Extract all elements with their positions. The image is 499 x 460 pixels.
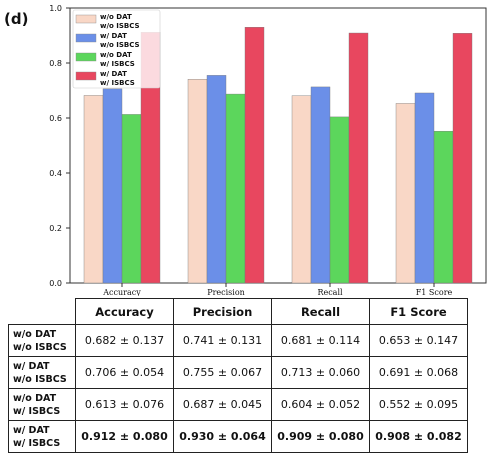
row-label-line: w/o ISBCS bbox=[13, 373, 67, 385]
x-tick-label: Accuracy bbox=[102, 288, 141, 296]
table-cell: 0.604 ± 0.052 bbox=[271, 388, 370, 421]
bar bbox=[244, 27, 265, 284]
y-tick-label: 1.0 bbox=[49, 4, 62, 13]
legend-swatch bbox=[75, 71, 97, 81]
table-cell: 0.552 ± 0.095 bbox=[369, 388, 468, 421]
legend-label: w/ ISBCS bbox=[100, 60, 135, 68]
table-cell: 0.691 ± 0.068 bbox=[369, 356, 468, 389]
table-cell: 0.908 ± 0.082 bbox=[369, 420, 468, 453]
table-header-precision: Precision bbox=[173, 298, 272, 325]
row-label-line: w/o DAT bbox=[13, 328, 57, 340]
table-row: w/o DAT w/ ISBCS 0.613 ± 0.076 0.687 ± 0.… bbox=[8, 388, 468, 421]
row-label: w/ DAT w/o ISBCS bbox=[8, 356, 76, 389]
row-label-line: w/o DAT bbox=[13, 392, 57, 404]
legend-label: w/ ISBCS bbox=[100, 79, 135, 87]
bar bbox=[187, 79, 208, 284]
panel-label: (d) bbox=[4, 10, 29, 28]
bar bbox=[329, 116, 350, 284]
legend-label: w/ DAT bbox=[100, 32, 127, 40]
y-tick-label: 0.2 bbox=[49, 224, 62, 233]
bar-chart: 0.0 0.2 0.4 0.6 0.8 1.0 Accuracy Precision Recal… bbox=[49, 4, 487, 296]
row-label-line: w/ ISBCS bbox=[13, 405, 61, 417]
table-row: w/ DAT w/o ISBCS 0.706 ± 0.054 0.755 ± 0.… bbox=[8, 356, 468, 389]
legend-label: w/o ISBCS bbox=[100, 41, 140, 49]
bar bbox=[206, 75, 227, 284]
table-cell: 0.613 ± 0.076 bbox=[75, 388, 174, 421]
row-label-line: w/ ISBCS bbox=[13, 437, 61, 449]
legend-swatch bbox=[75, 14, 97, 24]
table-header-row: Accuracy Precision Recall F1 Score bbox=[8, 298, 468, 325]
bar bbox=[225, 93, 246, 284]
row-label-line: w/o ISBCS bbox=[13, 341, 67, 353]
table-row-best: w/ DAT w/ ISBCS 0.912 ± 0.080 0.930 ± 0.0… bbox=[8, 420, 468, 453]
table-cell: 0.687 ± 0.045 bbox=[173, 388, 272, 421]
bar bbox=[102, 88, 123, 284]
table-cell: 0.755 ± 0.067 bbox=[173, 356, 272, 389]
plot-frame bbox=[69, 7, 487, 284]
results-table: Accuracy Precision Recall F1 Score w/o D… bbox=[8, 298, 468, 453]
table-cell: 0.741 ± 0.131 bbox=[173, 324, 272, 357]
row-label-line: w/ DAT bbox=[13, 424, 50, 436]
bar bbox=[83, 95, 104, 284]
y-tick-label: 0.4 bbox=[49, 169, 62, 178]
bar bbox=[452, 33, 473, 284]
legend-swatch bbox=[75, 33, 97, 43]
table-row: w/o DAT w/o ISBCS 0.682 ± 0.137 0.741 ± 0… bbox=[8, 324, 468, 357]
row-label-line: w/ DAT bbox=[13, 360, 50, 372]
y-tick-label: 0.8 bbox=[49, 59, 62, 68]
table-header-f1-score: F1 Score bbox=[369, 298, 468, 325]
table-header-accuracy: Accuracy bbox=[75, 298, 174, 325]
legend-swatch bbox=[75, 52, 97, 62]
table-header-recall: Recall bbox=[271, 298, 370, 325]
row-label: w/ DAT w/ ISBCS bbox=[8, 420, 76, 453]
table-cell: 0.706 ± 0.054 bbox=[75, 356, 174, 389]
y-tick-label: 0.6 bbox=[49, 114, 62, 123]
legend-label: w/ DAT bbox=[100, 70, 127, 78]
bar bbox=[414, 92, 435, 284]
x-tick-label: Recall bbox=[317, 288, 343, 296]
row-label: w/o DAT w/ ISBCS bbox=[8, 388, 76, 421]
row-label: w/o DAT w/o ISBCS bbox=[8, 324, 76, 357]
legend-label: w/o DAT bbox=[100, 13, 132, 21]
table-corner bbox=[8, 298, 76, 325]
table-cell: 0.682 ± 0.137 bbox=[75, 324, 174, 357]
table-cell: 0.681 ± 0.114 bbox=[271, 324, 370, 357]
bar bbox=[348, 32, 369, 284]
table-cell: 0.713 ± 0.060 bbox=[271, 356, 370, 389]
table-cell: 0.930 ± 0.064 bbox=[173, 420, 272, 453]
legend-box bbox=[72, 9, 161, 89]
bar bbox=[310, 86, 331, 284]
x-tick-label: F1 Score bbox=[416, 288, 453, 296]
bar bbox=[121, 114, 142, 284]
table-cell: 0.909 ± 0.080 bbox=[271, 420, 370, 453]
y-tick-label: 0.0 bbox=[49, 279, 62, 288]
bar bbox=[291, 95, 312, 284]
x-tick-label: Precision bbox=[207, 288, 245, 296]
bar bbox=[395, 103, 416, 284]
legend-label: w/o DAT bbox=[100, 51, 132, 59]
table-cell: 0.653 ± 0.147 bbox=[369, 324, 468, 357]
bar bbox=[433, 130, 454, 284]
legend-label: w/o ISBCS bbox=[100, 22, 140, 30]
table-cell: 0.912 ± 0.080 bbox=[75, 420, 174, 453]
